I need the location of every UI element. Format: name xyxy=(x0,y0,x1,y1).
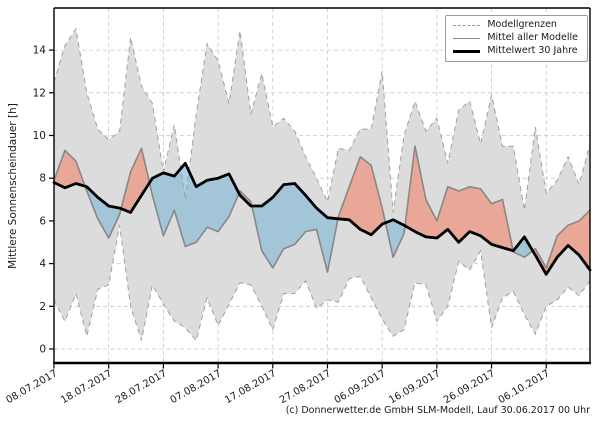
svg-text:2: 2 xyxy=(39,301,46,313)
svg-text:07.08.2017: 07.08.2017 xyxy=(168,368,223,406)
legend-label-climate-mean: Mittelwert 30 Jahre xyxy=(487,45,578,56)
legend-item-climate-mean: Mittelwert 30 Jahre xyxy=(453,46,578,56)
svg-text:17.08.2017: 17.08.2017 xyxy=(223,368,278,406)
svg-text:18.07.2017: 18.07.2017 xyxy=(59,368,114,406)
svg-text:28.07.2017: 28.07.2017 xyxy=(114,368,169,406)
svg-text:14: 14 xyxy=(33,45,47,57)
legend: Modellgrenzen Mittel aller Modelle Mitte… xyxy=(445,15,588,62)
svg-text:08.07.2017: 08.07.2017 xyxy=(4,368,59,406)
svg-text:27.08.2017: 27.08.2017 xyxy=(278,368,333,406)
y-axis-title: Mittlere Sonnenscheindauer [h] xyxy=(7,103,19,269)
legend-label-model-mean: Mittel aller Modelle xyxy=(487,32,578,43)
gray-line-sample-icon xyxy=(453,37,481,39)
model-range-outline-dashed xyxy=(53,27,591,342)
svg-text:06.10.2017: 06.10.2017 xyxy=(497,368,552,406)
x-tick-labels: 08.07.2017 18.07.2017 28.07.2017 07.08.2017… xyxy=(4,368,551,406)
svg-text:8: 8 xyxy=(39,173,46,185)
svg-text:4: 4 xyxy=(39,258,46,270)
svg-text:6: 6 xyxy=(39,215,46,227)
legend-item-model-mean: Mittel aller Modelle xyxy=(453,33,578,43)
legend-item-model-bounds: Modellgrenzen xyxy=(453,20,578,30)
dashed-line-sample-icon xyxy=(453,24,481,26)
black-line-sample-icon xyxy=(453,49,481,53)
svg-text:26.09.2017: 26.09.2017 xyxy=(442,368,497,406)
svg-text:06.09.2017: 06.09.2017 xyxy=(333,368,388,406)
svg-text:10: 10 xyxy=(33,130,46,142)
model-range-band xyxy=(54,28,590,341)
svg-text:12: 12 xyxy=(33,87,46,99)
plot-border xyxy=(53,7,591,365)
legend-label-model-bounds: Modellgrenzen xyxy=(487,19,557,30)
svg-text:0: 0 xyxy=(39,344,46,356)
svg-text:16.09.2017: 16.09.2017 xyxy=(387,368,442,406)
y-tick-labels: 0 2 4 6 8 10 12 14 xyxy=(33,45,47,356)
credit-footer: (c) Donnerwetter.de GmbH SLM-Modell, Lau… xyxy=(285,405,590,416)
mean-lines xyxy=(52,145,592,276)
axis-ticks xyxy=(49,49,547,369)
